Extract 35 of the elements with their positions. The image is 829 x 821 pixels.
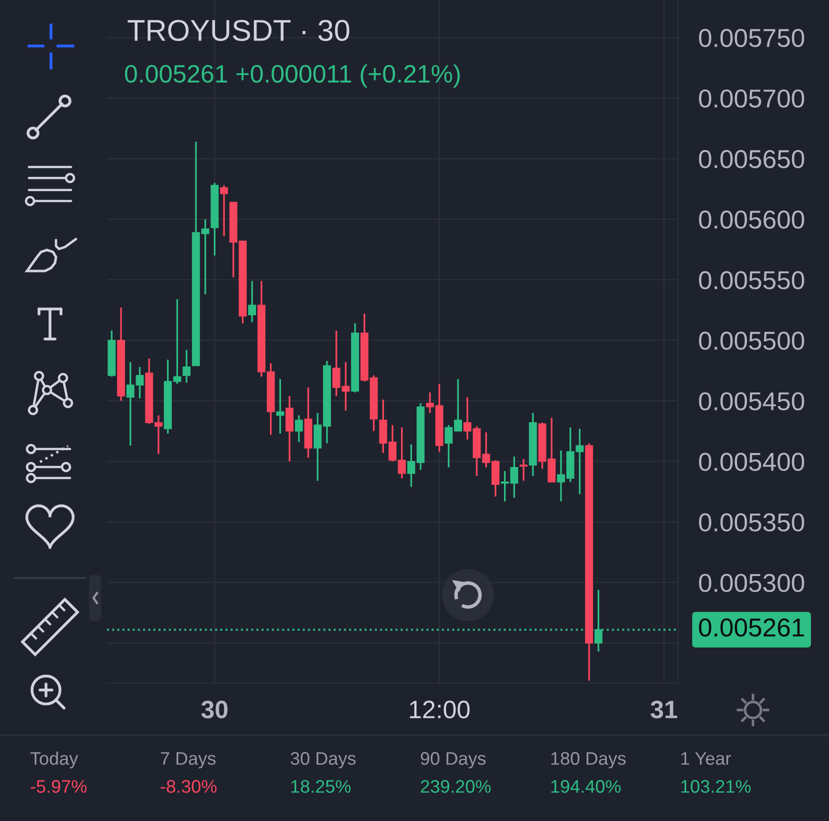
- text: -5.97%: [30, 780, 87, 793]
- y-tick-label: 0.005300: [699, 574, 804, 592]
- y-tick-label: 0.005600: [699, 210, 804, 229]
- y-tick-label: 0.005650: [699, 150, 804, 168]
- text: 1 Year: [681, 752, 731, 765]
- candlestick: [520, 458, 528, 482]
- text: 7 Days: [160, 752, 216, 768]
- text: 180 Days: [551, 752, 626, 768]
- y-tick-label: 0.005500: [699, 332, 804, 350]
- text: 239.20%: [420, 780, 491, 793]
- x-tick-label: 30: [201, 700, 228, 718]
- candlestick: [294, 414, 303, 443]
- candlestick: [286, 395, 294, 462]
- y-tick-label: 0.005350: [699, 513, 804, 532]
- y-tick-label: 0.005550: [699, 271, 804, 290]
- x-tick-label: 12:00: [410, 700, 470, 718]
- candlestick: [276, 378, 284, 434]
- y-tick-label: 0.005700: [699, 89, 804, 108]
- y-tick-label: 0.005400: [699, 452, 804, 471]
- text: Today: [30, 752, 78, 768]
- x-tick-label: 31: [650, 700, 678, 718]
- text: -8.30%: [160, 780, 217, 793]
- text: 90 Days: [420, 752, 486, 768]
- text: 103.21%: [681, 780, 751, 793]
- y-tick-label: 0.005450: [699, 392, 804, 410]
- ref-line-label: 0.005261: [699, 618, 804, 637]
- candlestick: [248, 280, 256, 323]
- text: 194.40%: [551, 780, 621, 793]
- text: 30 Days: [290, 752, 356, 768]
- text: 0.005261 +0.000011 (+0.21%): [124, 64, 460, 88]
- text: 18.25%: [291, 780, 351, 793]
- candlestick: [182, 349, 191, 384]
- text: TROYUSDT · 30: [128, 20, 350, 42]
- y-tick-label: 0.005750: [699, 28, 804, 48]
- candlestick: [220, 184, 228, 237]
